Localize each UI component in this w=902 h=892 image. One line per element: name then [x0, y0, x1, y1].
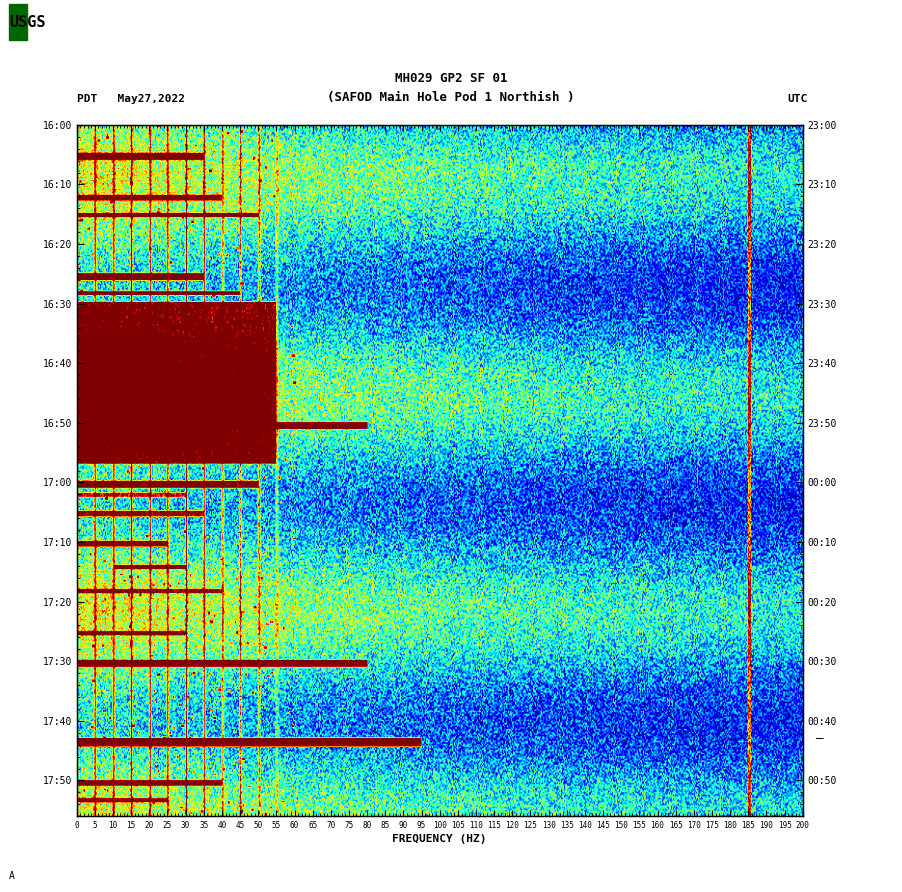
- Text: UTC: UTC: [787, 95, 807, 104]
- Text: A: A: [9, 871, 15, 881]
- Text: MH029 GP2 SF 01: MH029 GP2 SF 01: [395, 71, 507, 85]
- Text: (SAFOD Main Hole Pod 1 Northish ): (SAFOD Main Hole Pod 1 Northish ): [327, 91, 575, 104]
- Bar: [9, 4, 27, 40]
- Text: —: —: [816, 731, 824, 745]
- Text: USGS: USGS: [9, 15, 45, 29]
- Text: PDT   May27,2022: PDT May27,2022: [77, 95, 185, 104]
- X-axis label: FREQUENCY (HZ): FREQUENCY (HZ): [392, 834, 487, 844]
